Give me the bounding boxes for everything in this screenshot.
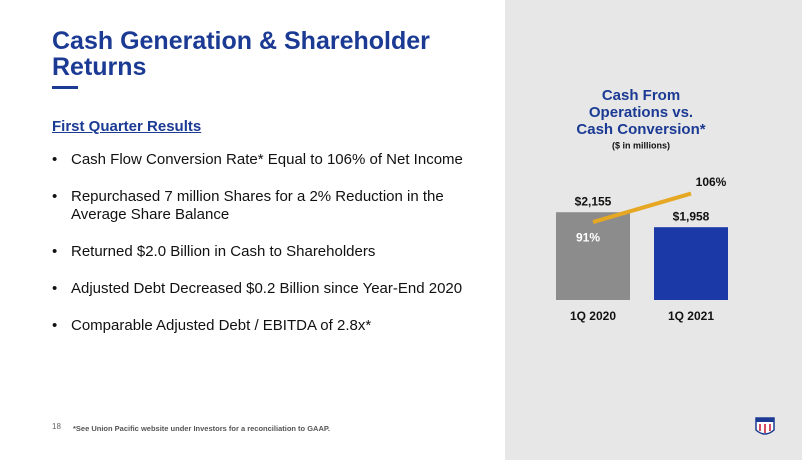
- bullet: Adjusted Debt Decreased $0.2 Billion sin…: [52, 280, 473, 298]
- x-tick-label: 1Q 2020: [570, 309, 616, 323]
- line-value-label: 91%: [576, 230, 600, 244]
- footnote: *See Union Pacific website under Investo…: [73, 424, 331, 433]
- bullet: Returned $2.0 Billion in Cash to Shareho…: [52, 243, 473, 261]
- section-heading: First Quarter Results: [52, 118, 202, 135]
- bar-value-label: $2,155: [575, 194, 612, 208]
- line-value-label: 106%: [696, 175, 727, 189]
- bullet: Repurchased 7 million Shares for a 2% Re…: [52, 188, 473, 224]
- chart-subtitle: ($ in millions): [612, 140, 670, 150]
- bullet-list: Cash Flow Conversion Rate* Equal to 106%…: [52, 151, 473, 354]
- bar: [654, 227, 728, 300]
- bar-value-label: $1,958: [673, 209, 710, 223]
- page-number: 18: [52, 422, 61, 431]
- slide-title: Cash Generation & Shareholder Returns: [52, 27, 430, 81]
- chart-title: Cash From Operations vs. Cash Conversion*: [576, 87, 705, 138]
- title-rule: [52, 86, 78, 89]
- bar: [556, 212, 630, 300]
- bullet: Cash Flow Conversion Rate* Equal to 106%…: [52, 151, 473, 169]
- chart-panel: [505, 0, 802, 460]
- logo: [755, 417, 775, 435]
- bullet: Comparable Adjusted Debt / EBITDA of 2.8…: [52, 317, 473, 335]
- line: [592, 191, 692, 225]
- x-tick-label: 1Q 2021: [668, 309, 714, 323]
